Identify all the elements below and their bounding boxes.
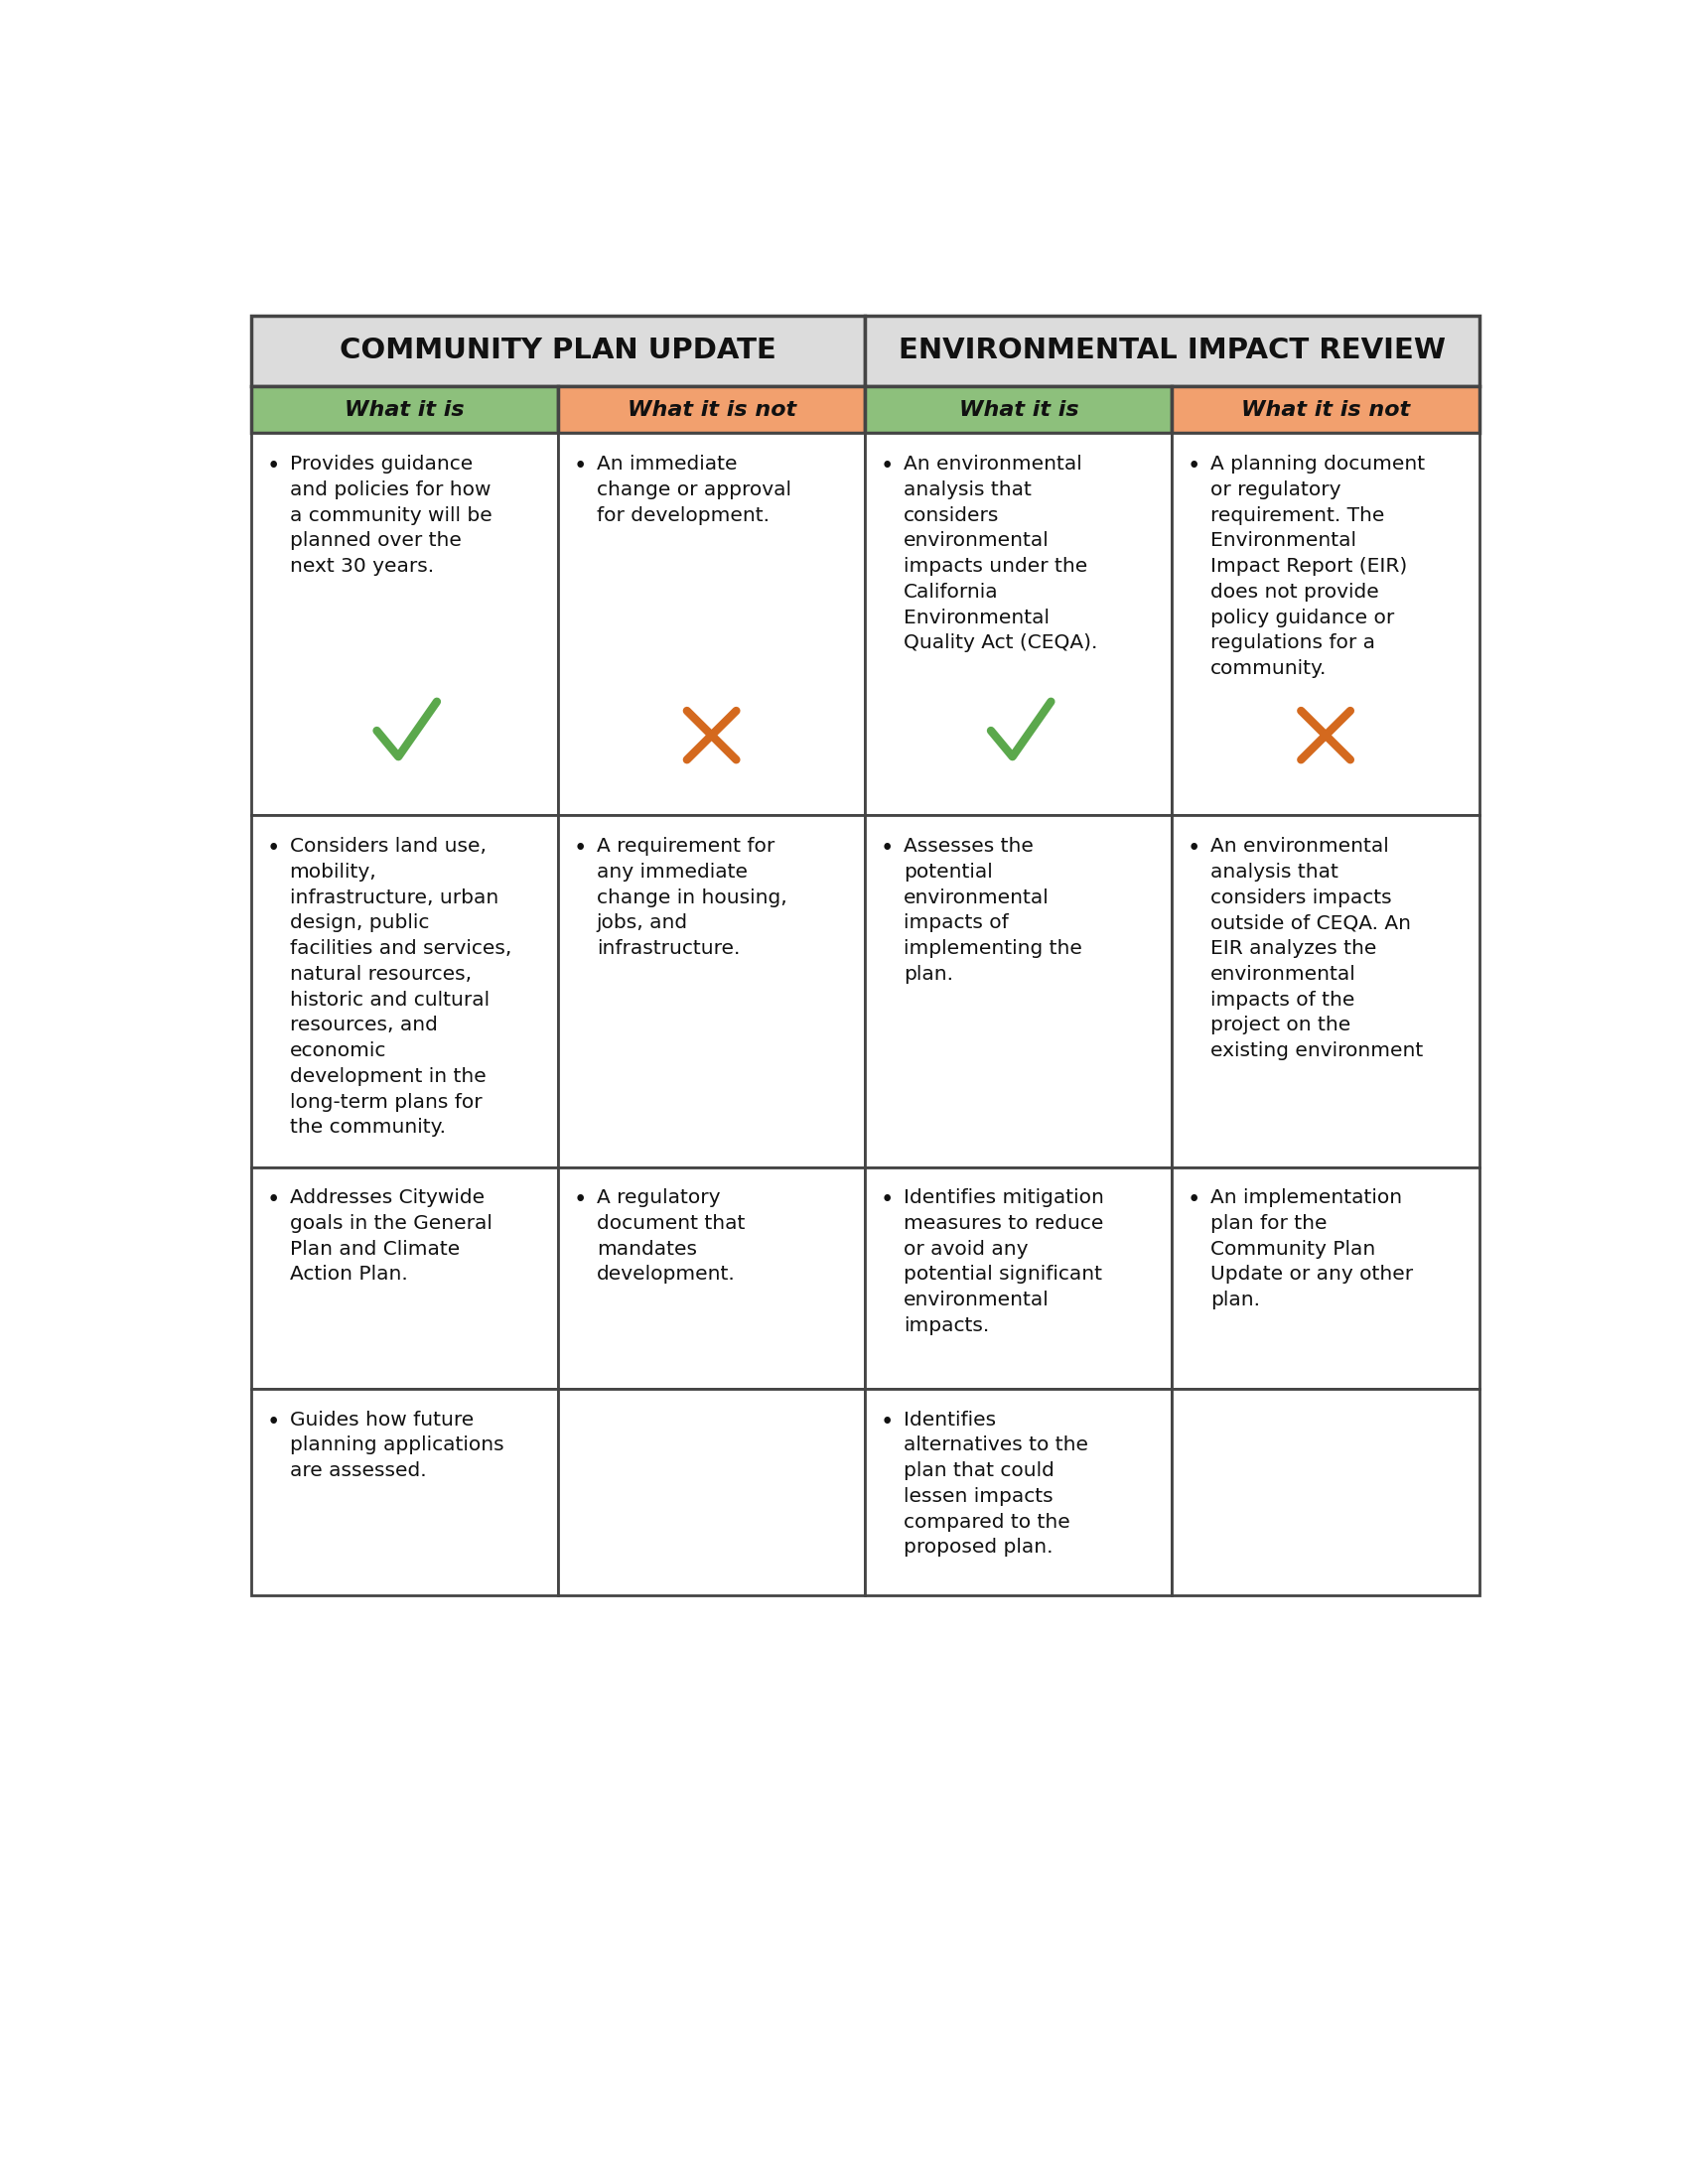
Bar xyxy=(1171,432,1479,815)
Bar xyxy=(1171,1166,1479,1389)
Bar xyxy=(252,387,559,432)
Text: An environmental
analysis that
considers impacts
outside of CEQA. An
EIR analyze: An environmental analysis that considers… xyxy=(1210,836,1423,1059)
Text: What it is: What it is xyxy=(344,400,464,419)
Text: •: • xyxy=(881,454,893,478)
Text: What it is not: What it is not xyxy=(1241,400,1409,419)
Text: •: • xyxy=(574,1188,587,1212)
Text: Identifies
alternatives to the
plan that could
lessen impacts
compared to the
pr: Identifies alternatives to the plan that… xyxy=(903,1411,1089,1557)
Text: An implementation
plan for the
Community Plan
Update or any other
plan.: An implementation plan for the Community… xyxy=(1210,1188,1413,1310)
Bar xyxy=(1171,1389,1479,1594)
Bar xyxy=(559,387,864,432)
Text: A regulatory
document that
mandates
development.: A regulatory document that mandates deve… xyxy=(596,1188,744,1284)
Bar xyxy=(559,1166,864,1389)
Bar xyxy=(559,432,864,815)
Text: Assesses the
potential
environmental
impacts of
implementing the
plan.: Assesses the potential environmental imp… xyxy=(903,836,1082,983)
Bar xyxy=(864,1166,1171,1389)
Text: COMMUNITY PLAN UPDATE: COMMUNITY PLAN UPDATE xyxy=(339,336,776,365)
Text: A planning document
or regulatory
requirement. The
Environmental
Impact Report (: A planning document or regulatory requir… xyxy=(1210,454,1425,677)
Text: •: • xyxy=(1188,454,1200,478)
Bar xyxy=(864,387,1171,432)
Text: What it is not: What it is not xyxy=(628,400,797,419)
Bar xyxy=(1171,387,1479,432)
Text: •: • xyxy=(574,836,587,860)
Bar xyxy=(1171,815,1479,1166)
Bar xyxy=(252,432,559,815)
Text: What it is: What it is xyxy=(959,400,1079,419)
Bar xyxy=(252,815,559,1166)
Text: •: • xyxy=(1188,1188,1200,1212)
Bar xyxy=(252,1166,559,1389)
Bar xyxy=(864,314,1479,387)
Bar xyxy=(864,815,1171,1166)
Text: •: • xyxy=(267,1188,280,1212)
Text: •: • xyxy=(881,836,893,860)
Text: •: • xyxy=(267,836,280,860)
Bar xyxy=(559,1389,864,1594)
Text: •: • xyxy=(574,454,587,478)
Text: •: • xyxy=(1188,836,1200,860)
Bar xyxy=(559,815,864,1166)
Bar xyxy=(252,314,864,387)
Text: Provides guidance
and policies for how
a community will be
planned over the
next: Provides guidance and policies for how a… xyxy=(290,454,491,577)
Text: Addresses Citywide
goals in the General
Plan and Climate
Action Plan.: Addresses Citywide goals in the General … xyxy=(290,1188,491,1284)
Bar xyxy=(864,432,1171,815)
Bar xyxy=(252,1389,559,1594)
Text: •: • xyxy=(881,1411,893,1433)
Text: A requirement for
any immediate
change in housing,
jobs, and
infrastructure.: A requirement for any immediate change i… xyxy=(596,836,787,959)
Text: •: • xyxy=(267,454,280,478)
Text: ENVIRONMENTAL IMPACT REVIEW: ENVIRONMENTAL IMPACT REVIEW xyxy=(898,336,1445,365)
Text: Identifies mitigation
measures to reduce
or avoid any
potential significant
envi: Identifies mitigation measures to reduce… xyxy=(903,1188,1104,1334)
Text: Guides how future
planning applications
are assessed.: Guides how future planning applications … xyxy=(290,1411,503,1481)
Text: An environmental
analysis that
considers
environmental
impacts under the
Califor: An environmental analysis that considers… xyxy=(903,454,1097,653)
Text: Considers land use,
mobility,
infrastructure, urban
design, public
facilities an: Considers land use, mobility, infrastruc… xyxy=(290,836,511,1138)
Text: •: • xyxy=(267,1411,280,1433)
Bar xyxy=(864,1389,1171,1594)
Text: •: • xyxy=(881,1188,893,1212)
Text: An immediate
change or approval
for development.: An immediate change or approval for deve… xyxy=(596,454,792,524)
